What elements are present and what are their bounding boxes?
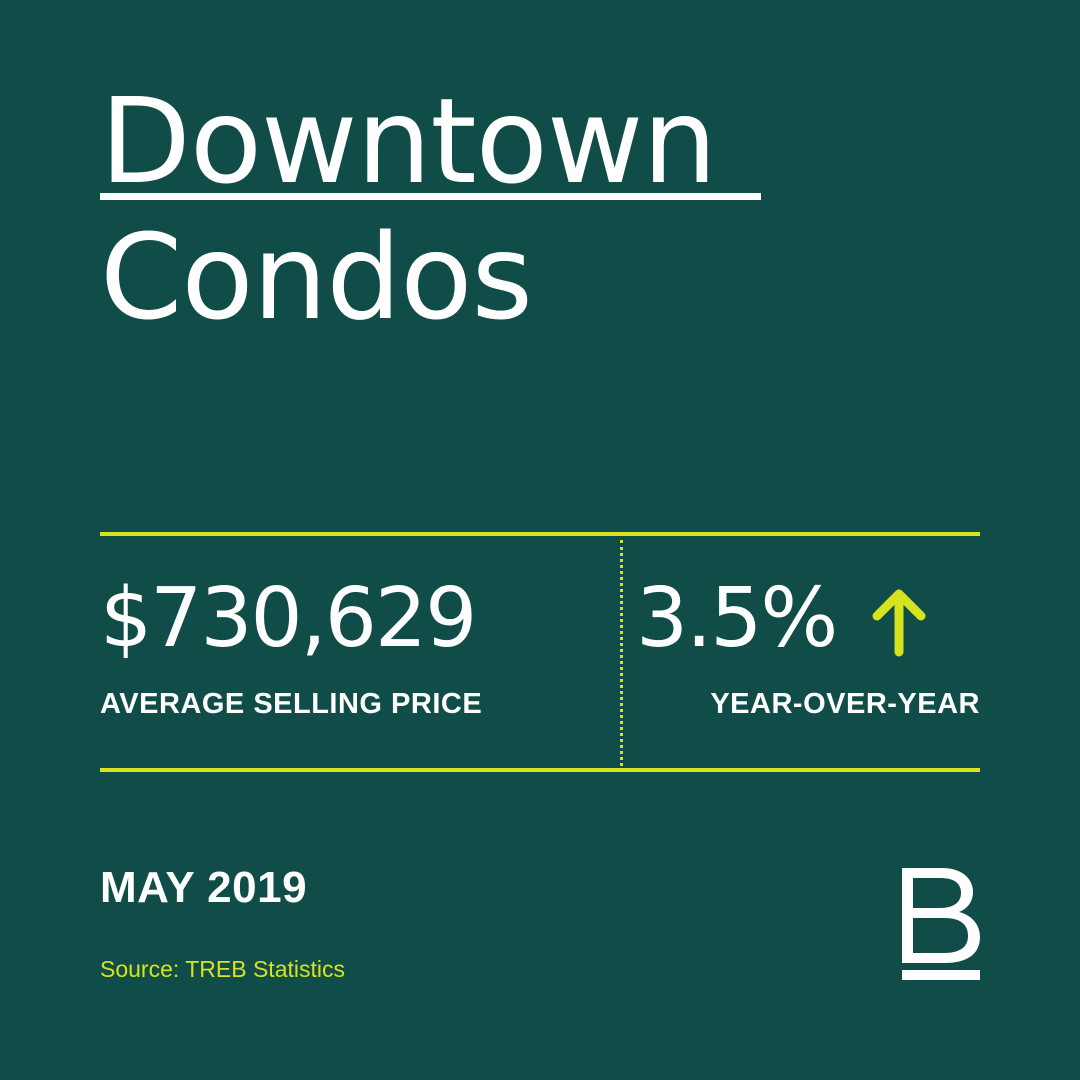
page-title-line-2: Condos (100, 208, 533, 346)
report-date: MAY 2019 (100, 863, 308, 912)
stats-top-rule (100, 532, 980, 536)
yoy-change-value: 3.5% (636, 571, 838, 666)
stats-divider (620, 540, 623, 766)
title-underline (100, 193, 761, 200)
stats-bottom-rule (100, 768, 980, 772)
page-title-line-1: Downtown (100, 72, 717, 210)
average-price-value: $730,629 (100, 571, 477, 666)
source-note: Source: TREB Statistics (100, 956, 345, 982)
average-price-label: AVERAGE SELLING PRICE (100, 688, 483, 720)
yoy-change-label: YEAR-OVER-YEAR (710, 688, 980, 720)
up-arrow-icon (872, 589, 926, 657)
brand-logo (902, 868, 980, 980)
